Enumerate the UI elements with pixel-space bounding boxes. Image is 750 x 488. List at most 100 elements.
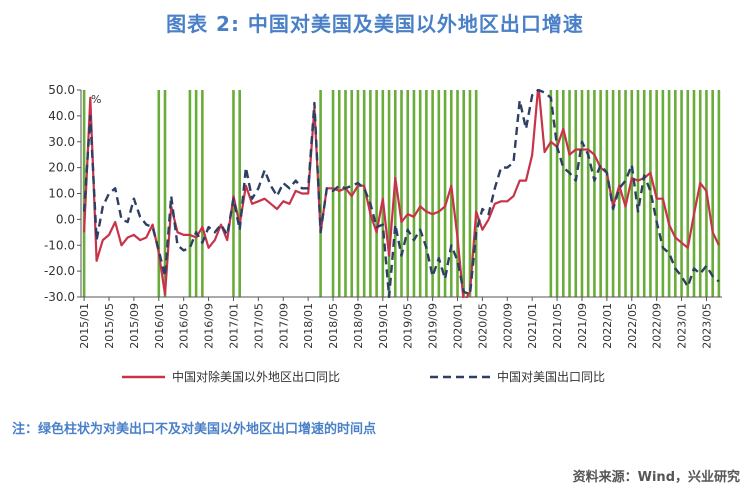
green-bar <box>400 90 403 297</box>
green-bar <box>667 90 671 297</box>
y-tick-label: 50.0 <box>48 83 75 97</box>
x-tick-label: 2021/09 <box>576 303 589 349</box>
green-bar <box>412 90 416 297</box>
legend-label-us: 中国对美国出口同比 <box>497 369 605 384</box>
y-tick-label: 40.0 <box>48 109 75 123</box>
green-bar <box>586 90 590 297</box>
green-bar <box>611 90 615 297</box>
axes-layer: -30.0 -20.0 -10.0 0.0 10.0 20.0 30.0 40.0 50.0% 2… <box>44 83 722 349</box>
x-tick-label: 2016/09 <box>203 303 216 349</box>
green-bar <box>549 90 553 297</box>
green-bar <box>580 90 584 297</box>
green-bar <box>630 90 634 297</box>
x-tick-label: 2018/01 <box>302 303 315 349</box>
green-bar <box>418 90 422 297</box>
x-tick-label: 2018/09 <box>352 303 365 349</box>
green-bar <box>605 90 609 297</box>
green-bar <box>406 90 410 297</box>
green-bar <box>356 90 360 297</box>
green-bar <box>562 90 565 297</box>
green-bar <box>574 90 578 297</box>
green-bar <box>717 90 721 297</box>
source-note: 资料来源：Wind，兴业研究 <box>572 470 740 485</box>
green-bar <box>431 90 434 297</box>
x-tick-label: 2015/05 <box>103 303 116 349</box>
legend: 中国对除美国以外地区出口同比 中国对美国出口同比 <box>122 369 605 384</box>
series-line-us <box>82 89 720 298</box>
green-bar <box>468 90 472 297</box>
green-bar <box>437 90 441 297</box>
green-bar <box>555 90 559 297</box>
x-tick-label: 2016/01 <box>153 303 166 349</box>
green-bar <box>188 90 192 297</box>
x-tick-label: 2019/01 <box>377 303 390 349</box>
green-bar <box>686 90 690 297</box>
x-tick-label: 2020/09 <box>501 303 514 349</box>
x-tick-label: 2020/01 <box>452 303 465 349</box>
green-bar <box>194 90 198 297</box>
x-tick-label: 2022/05 <box>626 303 639 349</box>
green-bar <box>462 90 466 297</box>
green-bar <box>593 90 596 297</box>
green-bar <box>350 90 354 297</box>
green-bar <box>201 90 204 297</box>
legend-label-ex-us: 中国对除美国以外地区出口同比 <box>172 369 340 384</box>
y-tick-label: 0.0 <box>56 212 75 226</box>
x-tick-label: 2021/01 <box>526 303 539 349</box>
green-bar <box>319 90 322 297</box>
green-bar <box>599 90 602 297</box>
lines-layer <box>82 89 720 298</box>
x-tick-label: 2017/01 <box>227 303 240 349</box>
green-bar <box>163 90 167 297</box>
x-tick-label: 2022/01 <box>601 303 614 349</box>
green-bar <box>674 90 677 297</box>
green-bar <box>636 90 640 297</box>
green-bar <box>692 90 696 297</box>
x-tick-label: 2015/09 <box>128 303 141 349</box>
x-tick-label: 2015/01 <box>78 303 91 349</box>
green-bar <box>381 90 385 297</box>
green-bar <box>425 90 428 297</box>
y-tick-label: -30.0 <box>44 290 75 304</box>
green-bar <box>680 90 683 297</box>
green-bar <box>618 90 621 297</box>
green-bar <box>642 90 646 297</box>
x-tick-label: 2017/05 <box>252 303 265 349</box>
y-tick-label: -20.0 <box>44 264 75 278</box>
y-tick-label: 20.0 <box>48 161 75 175</box>
export-growth-chart: -30.0 -20.0 -10.0 0.0 10.0 20.0 30.0 40.0 50.0% 2… <box>44 83 722 384</box>
x-tick-label: 2023/05 <box>700 303 713 349</box>
x-tick-label: 2017/09 <box>277 303 290 349</box>
x-tick-label: 2019/05 <box>402 303 415 349</box>
green-bar <box>661 90 665 297</box>
green-bar <box>474 90 478 297</box>
green-bar <box>624 90 627 297</box>
green-bar <box>157 90 161 297</box>
green-bar <box>369 90 372 297</box>
green-bar <box>387 90 391 297</box>
green-bar <box>655 90 658 297</box>
green-bar <box>238 90 241 297</box>
green-bar <box>649 90 652 297</box>
green-bar <box>711 90 714 297</box>
x-tick-label: 2021/05 <box>551 303 564 349</box>
x-tick-label: 2019/09 <box>427 303 440 349</box>
green-bar <box>375 90 378 297</box>
page-title: 图表 2: 中国对美国及美国以外地区出口增速 <box>166 12 584 36</box>
green-bar <box>362 90 366 297</box>
x-tick-label: 2018/05 <box>327 303 340 349</box>
x-tick-label: 2020/05 <box>476 303 489 349</box>
x-tick-label: 2016/05 <box>178 303 191 349</box>
y-tick-label: 30.0 <box>48 135 75 149</box>
green-bar <box>344 90 347 297</box>
green-bar <box>698 90 702 297</box>
unit-label: % <box>91 93 101 106</box>
chart-note: 注：绿色柱状为对美出口不及对美国以外地区出口增速的时间点 <box>12 422 377 437</box>
x-tick-label: 2023/01 <box>676 303 689 349</box>
green-bar <box>443 90 447 297</box>
green-bar <box>232 90 235 297</box>
green-bar <box>568 90 571 297</box>
x-tick-label: 2022/09 <box>651 303 664 349</box>
green-bar <box>393 90 397 297</box>
y-tick-label: -10.0 <box>44 238 75 252</box>
